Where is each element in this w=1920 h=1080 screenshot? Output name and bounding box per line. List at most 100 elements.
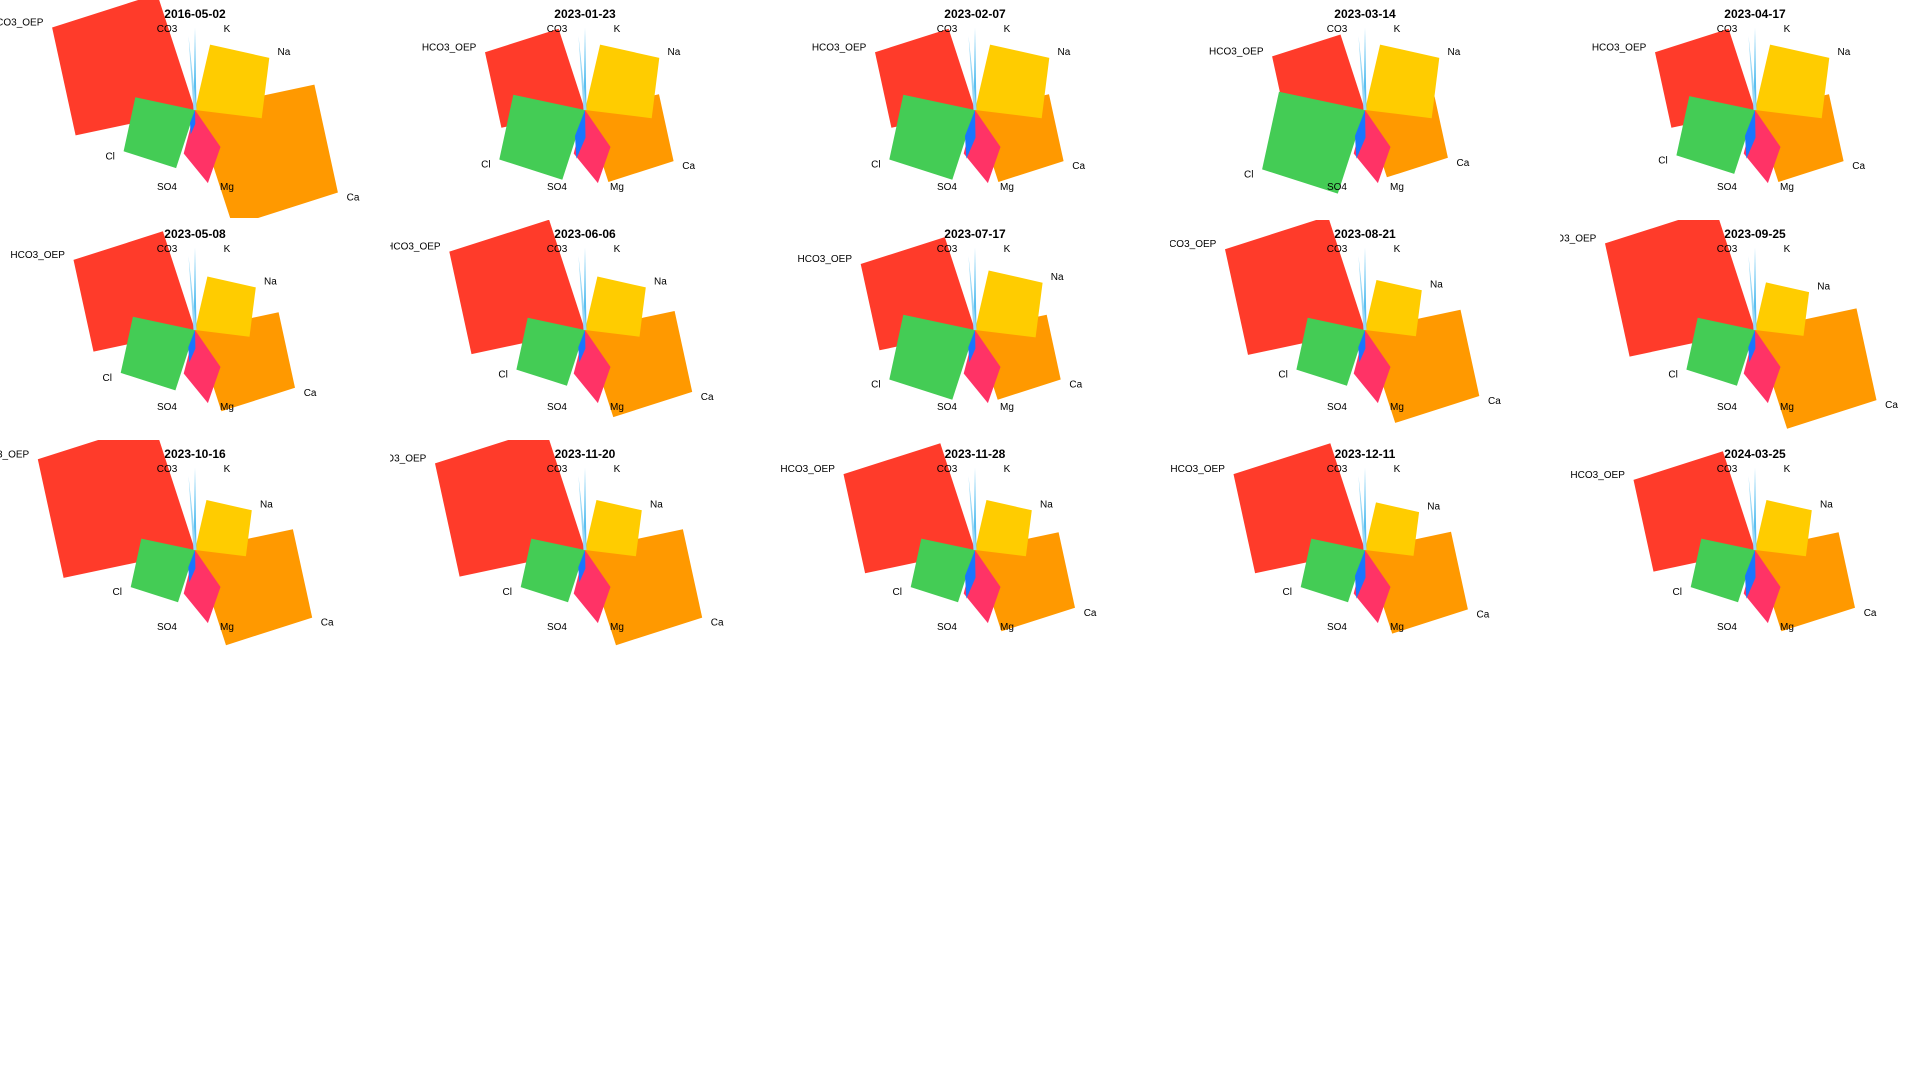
segment-na — [975, 270, 1043, 338]
axis-label-so4: SO4 — [1327, 622, 1347, 633]
axis-label-hco3-oep: HCO3_OEP — [798, 254, 853, 265]
panel-title: 2023-02-07 — [944, 7, 1006, 21]
axis-label-ca: Ca — [304, 388, 317, 399]
axis-label-k: K — [1394, 24, 1401, 35]
axis-label-k: K — [224, 464, 231, 475]
axis-label-ca: Ca — [1069, 380, 1082, 391]
segment-hco3-oep — [1633, 451, 1755, 572]
segment-hco3-oep — [843, 443, 975, 574]
axis-label-hco3-oep: HCO3_OEP — [0, 18, 44, 29]
axis-label-na: Na — [1817, 281, 1830, 292]
axis-label-co3: CO3 — [157, 244, 178, 255]
axis-label-k: K — [614, 24, 621, 35]
axis-label-so4: SO4 — [157, 182, 177, 193]
axis-label-ca: Ca — [321, 618, 334, 629]
segment-ca — [1365, 531, 1468, 634]
axis-label-na: Na — [668, 47, 681, 58]
axis-label-mg: Mg — [1390, 622, 1404, 633]
segment-so4 — [1745, 110, 1756, 159]
axis-label-mg: Mg — [220, 182, 234, 193]
segment-co3 — [188, 36, 197, 111]
axis-label-mg: Mg — [1780, 182, 1794, 193]
axis-label-co3: CO3 — [937, 464, 958, 475]
axis-label-k: K — [1004, 24, 1011, 35]
segment-cl — [123, 97, 195, 169]
segment-cl — [520, 538, 585, 603]
star-svg: 2023-09-25 K Na Ca Mg SO4 Cl HCO3_OEP CO3 — [1560, 220, 1898, 429]
axis-label-cl: Cl — [871, 160, 880, 171]
axis-label-co3: CO3 — [937, 244, 958, 255]
segment-na — [1755, 500, 1812, 557]
axis-label-so4: SO4 — [937, 182, 957, 193]
axis-label-hco3-oep: HCO3_OEP — [0, 449, 30, 460]
axis-label-ca: Ca — [711, 618, 724, 629]
axis-label-hco3-oep: HCO3_OEP — [1560, 233, 1597, 244]
axis-label-k: K — [224, 244, 231, 255]
axis-label-k: K — [1394, 464, 1401, 475]
segment-so4 — [1748, 330, 1756, 363]
axis-label-ca: Ca — [1852, 161, 1865, 172]
segment-cl — [1686, 317, 1755, 386]
star-panel: 2023-03-14 K Na Ca Mg SO4 Cl HCO3_OEP CO3 — [1170, 0, 1560, 218]
segment-cl — [130, 538, 195, 603]
axis-label-so4: SO4 — [1717, 622, 1737, 633]
segment-ca — [195, 529, 313, 646]
segment-cl — [120, 316, 195, 391]
axis-label-mg: Mg — [610, 402, 624, 413]
axis-label-cl: Cl — [503, 587, 512, 598]
star-panel: 2023-01-23 K Na Ca Mg SO4 Cl HCO3_OEP CO3 — [390, 0, 780, 218]
segment-so4 — [965, 110, 976, 159]
axis-label-ca: Ca — [701, 392, 714, 403]
axis-label-na: Na — [1430, 280, 1443, 291]
star-svg: 2023-10-16 K Na Ca Mg SO4 Cl HCO3_OEP CO3 — [0, 440, 334, 646]
segment-hco3-oep — [73, 231, 195, 352]
panel-title: 2023-07-17 — [944, 227, 1006, 241]
axis-label-ca: Ca — [682, 161, 695, 172]
segment-cl — [889, 314, 975, 400]
axis-label-so4: SO4 — [1717, 402, 1737, 413]
star-panel: 2024-03-25 K Na Ca Mg SO4 Cl HCO3_OEP CO3 — [1560, 440, 1920, 658]
axis-label-co3: CO3 — [547, 24, 568, 35]
axis-label-so4: SO4 — [937, 402, 957, 413]
axis-label-k: K — [1004, 244, 1011, 255]
segment-co3 — [968, 476, 977, 551]
segment-co3 — [1358, 476, 1367, 551]
axis-label-k: K — [1394, 244, 1401, 255]
axis-label-mg: Mg — [1390, 182, 1404, 193]
segment-so4 — [968, 330, 976, 363]
star-svg: 2024-03-25 K Na Ca Mg SO4 Cl HCO3_OEP CO3 — [1570, 447, 1876, 633]
axis-label-mg: Mg — [1780, 622, 1794, 633]
panel-title: 2023-11-20 — [555, 447, 616, 461]
star-panel: 2023-11-20 K Na Ca Mg SO4 Cl HCO3_OEP CO3 — [390, 440, 780, 658]
axis-label-cl: Cl — [498, 370, 507, 381]
segment-na — [1365, 44, 1440, 119]
segment-hco3-oep — [860, 237, 975, 351]
star-svg: 2016-05-02 K Na Ca Mg SO4 Cl HCO3_OEP CO3 — [0, 0, 360, 218]
axis-label-hco3-oep: HCO3_OEP — [422, 42, 477, 53]
axis-label-cl: Cl — [105, 151, 114, 162]
panel-title: 2024-03-25 — [1724, 447, 1786, 461]
axis-label-mg: Mg — [1000, 182, 1014, 193]
axis-label-co3: CO3 — [1327, 464, 1348, 475]
axis-label-ca: Ca — [347, 193, 360, 204]
star-svg: 2023-04-17 K Na Ca Mg SO4 Cl HCO3_OEP CO3 — [1592, 7, 1866, 193]
segment-co3 — [188, 256, 197, 331]
segment-cl — [516, 317, 585, 386]
axis-label-k: K — [1784, 24, 1791, 35]
axis-label-mg: Mg — [220, 402, 234, 413]
segment-so4 — [1358, 330, 1366, 363]
axis-label-k: K — [614, 464, 621, 475]
axis-label-k: K — [1004, 464, 1011, 475]
axis-label-hco3-oep: HCO3_OEP — [1592, 42, 1647, 53]
axis-label-so4: SO4 — [157, 622, 177, 633]
axis-label-na: Na — [1040, 500, 1053, 511]
star-plot-grid: 2016-05-02KNaCaMgSO4ClHCO3_OEPCO32023-01… — [0, 0, 1920, 658]
segment-ca — [1755, 532, 1855, 632]
star-svg: 2023-11-28 K Na Ca Mg SO4 Cl HCO3_OEP CO3 — [780, 443, 1097, 633]
segment-co3 — [578, 476, 587, 551]
segment-hco3-oep — [1233, 443, 1365, 574]
segment-co3 — [1748, 256, 1757, 331]
star-panel: 2023-02-07 K Na Ca Mg SO4 Cl HCO3_OEP CO3 — [780, 0, 1170, 218]
axis-label-cl: Cl — [1244, 169, 1253, 180]
axis-label-so4: SO4 — [547, 402, 567, 413]
